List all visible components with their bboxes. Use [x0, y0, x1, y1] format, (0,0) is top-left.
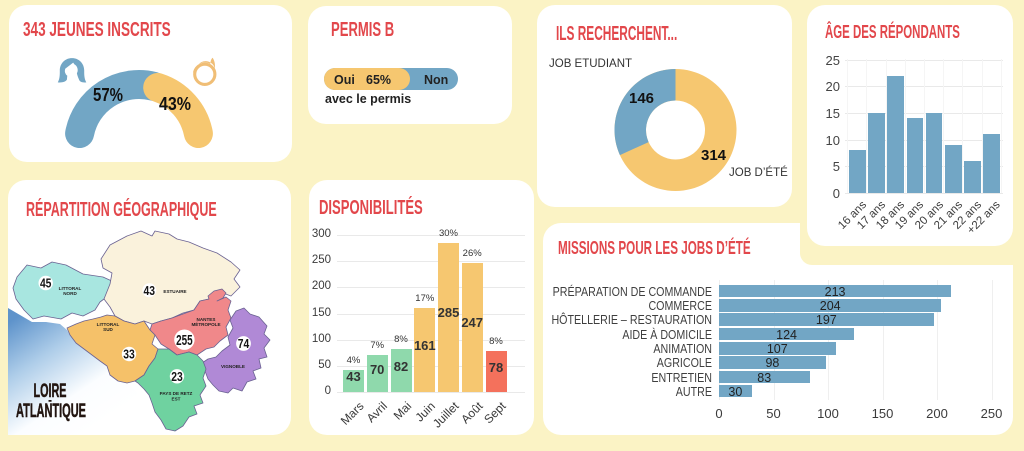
svg-text:MÉTROPOLE: MÉTROPOLE — [191, 320, 220, 327]
svg-text:LITTORAL: LITTORAL — [97, 322, 120, 327]
svg-text:VIGNOBLE: VIGNOBLE — [221, 364, 245, 369]
svg-text:NANTES: NANTES — [197, 317, 216, 322]
svg-text:57%: 57% — [93, 85, 123, 105]
svg-text:45: 45 — [40, 276, 52, 291]
svg-text:SUD: SUD — [103, 327, 113, 332]
svg-text:NORD: NORD — [63, 291, 77, 296]
svg-text:PAYS DE RETZ: PAYS DE RETZ — [160, 391, 193, 396]
svg-text:ATLANTIQUE: ATLANTIQUE — [16, 401, 86, 422]
svg-text:ESTUAIRE: ESTUAIRE — [163, 289, 186, 294]
svg-text:255: 255 — [176, 333, 193, 349]
svg-text:33: 33 — [123, 347, 135, 362]
svg-text:EST: EST — [172, 397, 181, 402]
svg-text:43: 43 — [144, 283, 156, 298]
svg-text:74: 74 — [238, 336, 250, 351]
svg-text:LITTORAL: LITTORAL — [59, 286, 82, 291]
svg-text:43%: 43% — [159, 94, 191, 114]
svg-text:-: - — [48, 396, 51, 407]
svg-text:LOIRE: LOIRE — [34, 381, 67, 402]
svg-text:23: 23 — [171, 369, 183, 384]
